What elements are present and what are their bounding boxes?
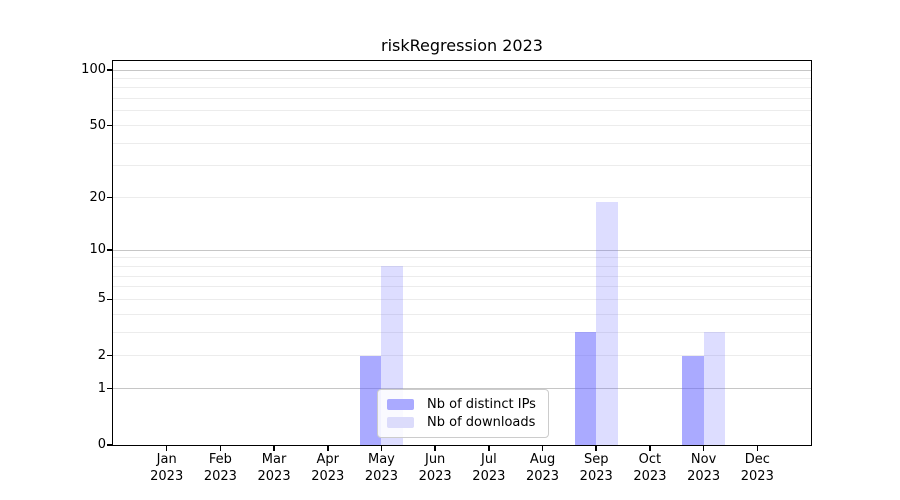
legend-item-distinct-ips: Nb of distinct IPs: [387, 396, 538, 413]
minor-gridline: [113, 286, 811, 288]
minor-gridline: [113, 355, 811, 357]
x-tick-label: Oct 2023: [610, 451, 690, 485]
bar-distinct-ips-sep: [574, 332, 597, 445]
x-tick-month: Mar: [261, 452, 287, 467]
minor-gridline: [113, 265, 811, 267]
y-tick-label: 100: [81, 62, 106, 77]
x-tick: [219, 446, 222, 451]
x-tick-year: 2023: [418, 469, 452, 484]
major-gridline: [113, 69, 811, 71]
x-tick-year: 2023: [472, 469, 506, 484]
x-tick: [327, 446, 329, 451]
x-tick-month: May: [368, 452, 395, 467]
minor-gridline: [113, 257, 811, 259]
x-tick-month: Feb: [208, 452, 232, 467]
x-tick-month: Dec: [744, 452, 770, 467]
y-tick: [107, 124, 112, 127]
x-tick-label: Aug 2023: [503, 451, 583, 485]
x-tick-month: Nov: [690, 452, 717, 467]
x-tick: [165, 446, 168, 451]
minor-gridline: [113, 298, 811, 300]
y-tick-label: 50: [89, 117, 106, 133]
y-tick: [107, 444, 112, 446]
minor-gridline: [113, 125, 811, 127]
x-tick-label: Jun 2023: [395, 451, 475, 485]
y-tick-label: 20: [89, 189, 106, 205]
minor-gridline: [113, 110, 811, 112]
y-tick: [107, 249, 112, 251]
y-tick: [107, 69, 112, 71]
minor-gridline: [113, 331, 811, 333]
x-tick-month: Aug: [529, 452, 556, 467]
minor-gridline: [113, 142, 811, 144]
x-tick-year: 2023: [740, 469, 774, 484]
x-tick-year: 2023: [687, 469, 721, 484]
minor-gridline: [113, 87, 811, 89]
bar-distinct-ips-may: [359, 355, 382, 445]
x-tick-label: Sep 2023: [556, 451, 636, 485]
x-tick: [649, 446, 651, 451]
minor-gridline: [113, 77, 811, 79]
y-tick-label: 1: [97, 380, 106, 396]
x-tick-label: Apr 2023: [288, 451, 368, 485]
x-tick-month: Apr: [316, 452, 340, 467]
legend-label-downloads: Nb of downloads: [427, 415, 536, 430]
plot-area: [113, 61, 811, 445]
x-tick: [434, 446, 436, 451]
legend-item-downloads: Nb of downloads: [387, 414, 538, 431]
x-tick-label: Jul 2023: [449, 451, 529, 485]
x-tick: [380, 446, 383, 451]
x-tick: [273, 446, 275, 451]
x-tick: [702, 446, 705, 451]
y-tick-label: 5: [97, 291, 106, 307]
bar-distinct-ips-nov: [682, 355, 704, 445]
x-tick-year: 2023: [150, 469, 184, 484]
x-tick-year: 2023: [364, 469, 398, 484]
y-tick: [107, 387, 112, 390]
x-tick-label: Dec 2023: [717, 451, 797, 485]
x-tick-label: May 2023: [341, 451, 421, 485]
legend-swatch-downloads: [387, 417, 414, 428]
x-tick-year: 2023: [203, 469, 237, 484]
x-tick-year: 2023: [311, 469, 345, 484]
y-tick-label: 10: [89, 242, 106, 258]
y-tick: [107, 298, 112, 301]
y-tick-label: 0: [97, 437, 106, 452]
x-tick-year: 2023: [525, 469, 560, 484]
x-tick: [595, 446, 597, 451]
minor-gridline: [113, 98, 811, 100]
bar-downloads-nov: [703, 332, 726, 445]
x-tick: [756, 446, 759, 451]
x-tick-label: Mar 2023: [234, 451, 314, 485]
major-gridline: [113, 249, 811, 251]
x-tick: [541, 446, 544, 451]
minor-gridline: [113, 313, 811, 315]
x-tick-year: 2023: [257, 469, 291, 484]
x-tick-month: Oct: [638, 452, 662, 467]
x-tick-month: Jan: [156, 452, 177, 467]
minor-gridline: [113, 165, 811, 167]
x-tick-year: 2023: [633, 469, 667, 484]
legend-swatch-distinct-ips: [387, 399, 414, 410]
major-gridline: [113, 388, 811, 390]
x-tick-month: Sep: [583, 452, 609, 467]
minor-gridline: [113, 197, 811, 199]
y-tick: [107, 354, 112, 357]
y-tick-label: 2: [97, 347, 106, 363]
x-tick-month: Jun: [424, 452, 446, 467]
bar-downloads-sep: [596, 201, 618, 445]
legend-label-distinct-ips: Nb of distinct IPs: [427, 397, 536, 412]
y-tick: [107, 196, 112, 199]
minor-gridline: [113, 275, 811, 277]
x-tick-label: Nov 2023: [664, 451, 744, 485]
x-tick-year: 2023: [579, 469, 613, 484]
x-tick-label: Jan 2023: [127, 451, 207, 485]
chart-title: riskRegression 2023: [381, 36, 543, 55]
legend: Nb of distinct IPs Nb of downloads: [377, 389, 549, 438]
x-tick-month: Jul: [481, 452, 497, 467]
x-tick-label: Feb 2023: [180, 451, 260, 485]
x-tick: [488, 446, 490, 451]
